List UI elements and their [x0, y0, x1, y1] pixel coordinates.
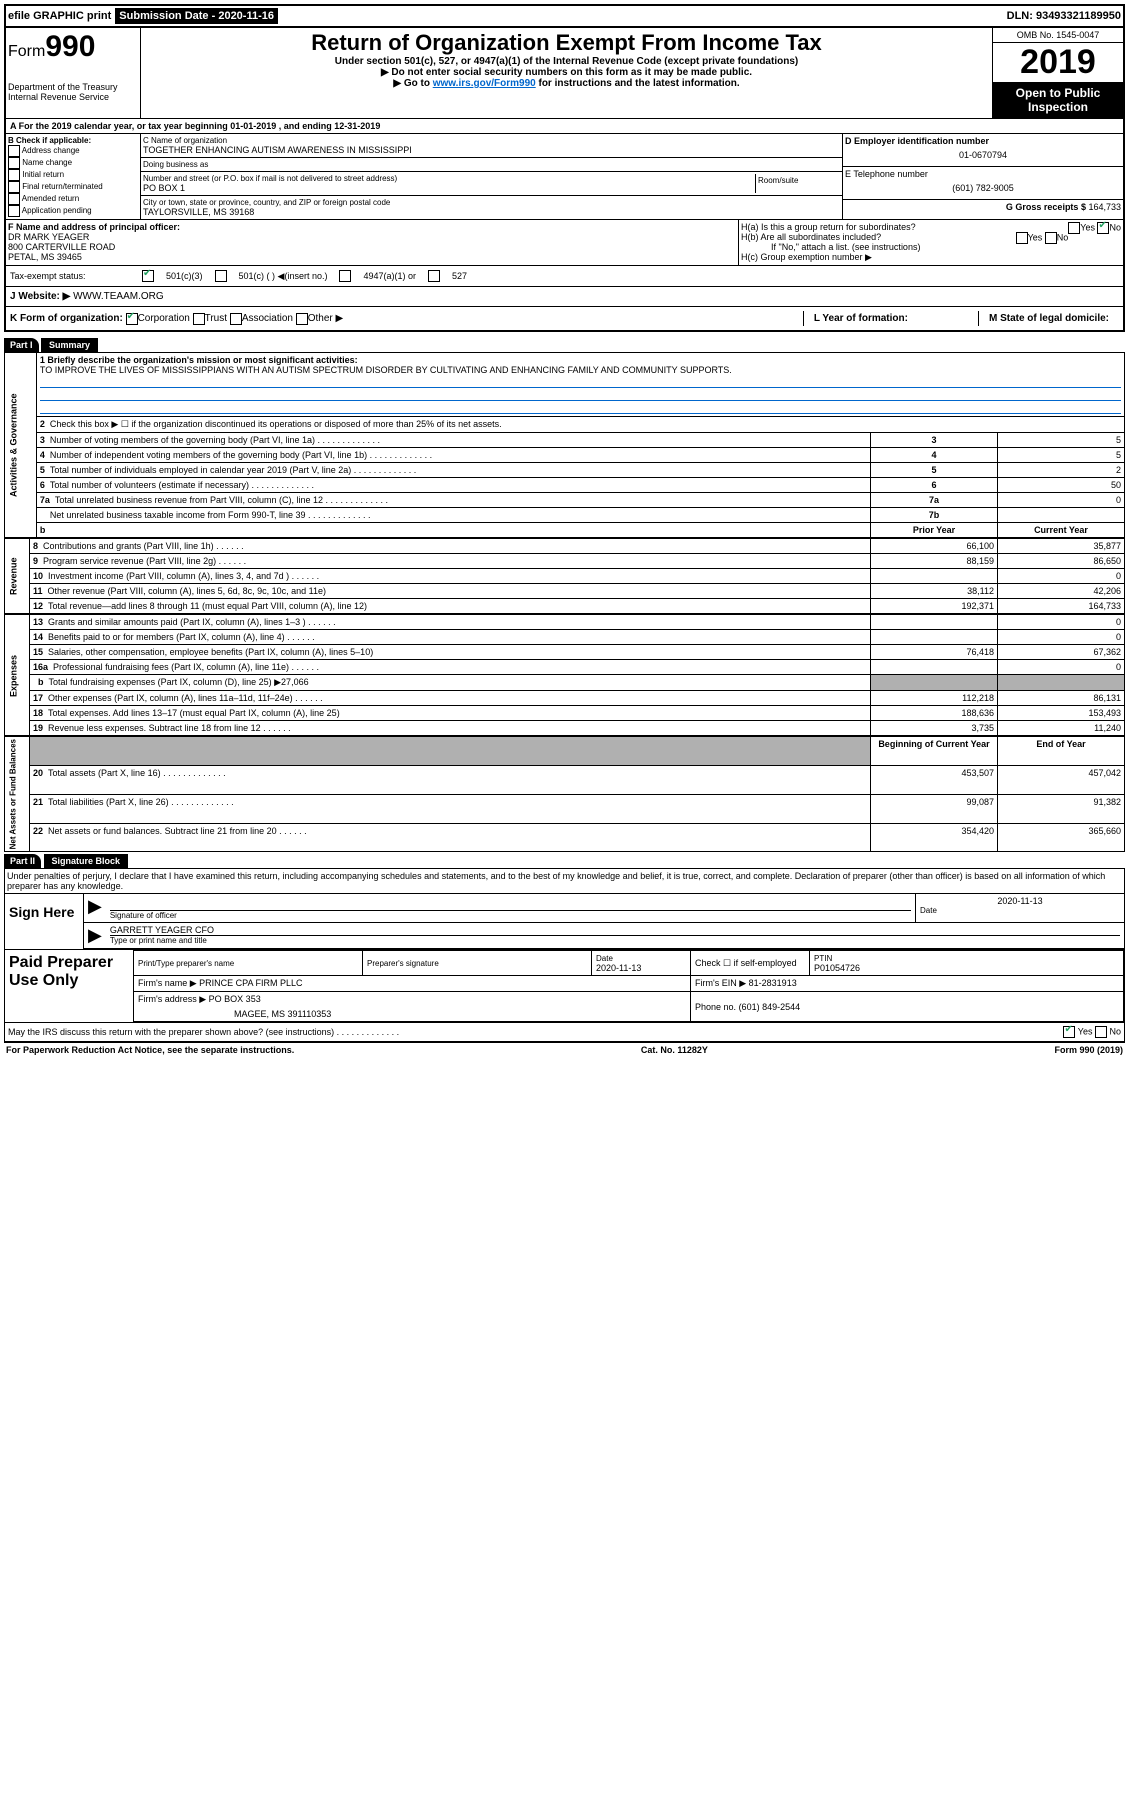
chk-initial[interactable]: Initial return: [8, 169, 138, 181]
f-block: F Name and address of principal officer:…: [6, 220, 738, 265]
part1-hdr: Part I: [4, 338, 39, 352]
form-title: Return of Organization Exempt From Incom…: [143, 30, 990, 56]
officer-name-print: GARRETT YEAGER CFO: [110, 925, 1120, 936]
arrow-icon: ▶: [84, 894, 106, 922]
ha-no[interactable]: [1097, 222, 1109, 234]
chk-trust[interactable]: [193, 313, 205, 325]
line5-val: 2: [998, 463, 1125, 478]
website-row: J Website: ▶ WWW.TEAAM.ORG: [6, 286, 1123, 306]
header-right: OMB No. 1545-0047 2019 Open to Public In…: [992, 28, 1123, 118]
part1-title: Summary: [41, 338, 98, 352]
sign-here-block: Sign Here ▶ Signature of officer 2020-11…: [4, 894, 1125, 950]
hb-no[interactable]: [1045, 232, 1057, 244]
vert-revenue: Revenue: [5, 539, 30, 614]
mission-text: TO IMPROVE THE LIVES OF MISSISSIPPIANS W…: [40, 365, 732, 375]
part2-hdr: Part II: [4, 854, 41, 868]
efile-label: efile GRAPHIC print: [8, 10, 111, 22]
chk-other[interactable]: [296, 313, 308, 325]
org-name: TOGETHER ENHANCING AUTISM AWARENESS IN M…: [143, 145, 840, 155]
form-body: Form990 Department of the Treasury Inter…: [4, 28, 1125, 332]
penalty-declaration: Under penalties of perjury, I declare th…: [4, 868, 1125, 894]
chk-pending[interactable]: Application pending: [8, 205, 138, 217]
paid-prep-label: Paid Preparer Use Only: [5, 950, 133, 1022]
paid-preparer-block: Paid Preparer Use Only Print/Type prepar…: [4, 950, 1125, 1023]
header-left: Form990 Department of the Treasury Inter…: [6, 28, 141, 118]
vert-net: Net Assets or Fund Balances: [5, 737, 30, 852]
vert-activities: Activities & Governance: [5, 353, 37, 538]
phone-label: E Telephone number: [845, 169, 1121, 179]
page-footer: For Paperwork Reduction Act Notice, see …: [4, 1042, 1125, 1057]
street: PO BOX 1: [143, 183, 755, 193]
dept-label: Department of the Treasury Internal Reve…: [8, 82, 138, 102]
sign-date: 2020-11-13: [920, 896, 1120, 906]
chk-amended[interactable]: Amended return: [8, 193, 138, 205]
bcdeg-block: B Check if applicable: Address change Na…: [6, 133, 1123, 219]
phone: (601) 782-9005: [845, 179, 1121, 197]
preparer-table: Print/Type preparer's name Preparer's si…: [133, 950, 1124, 1022]
line4-val: 5: [998, 448, 1125, 463]
ha-yes[interactable]: [1068, 222, 1080, 234]
chk-corp[interactable]: [126, 313, 138, 325]
discuss-no[interactable]: [1095, 1026, 1107, 1038]
room-suite: Room/suite: [755, 174, 840, 193]
firm-phone: (601) 849-2544: [739, 1002, 801, 1012]
sign-here-label: Sign Here: [5, 894, 84, 949]
top-bar: efile GRAPHIC print Submission Date - 20…: [4, 4, 1125, 28]
chk-name[interactable]: Name change: [8, 157, 138, 169]
form-number: Form990: [8, 30, 138, 64]
header-sub3: ▶ Go to www.irs.gov/Form990 for instruct…: [143, 78, 990, 89]
line6-val: 50: [998, 478, 1125, 493]
open-inspection: Open to Public Inspection: [993, 82, 1123, 118]
ptin: P01054726: [814, 963, 860, 973]
part2-title: Signature Block: [44, 854, 129, 868]
firm-name: PRINCE CPA FIRM PLLC: [199, 978, 302, 988]
officer-name: DR MARK YEAGER: [8, 232, 89, 242]
chk-final[interactable]: Final return/terminated: [8, 181, 138, 193]
submission-date-box: Submission Date - 2020-11-16: [115, 8, 278, 24]
header-row: Form990 Department of the Treasury Inter…: [6, 28, 1123, 118]
chk-501c3[interactable]: [142, 270, 154, 282]
chk-address[interactable]: Address change: [8, 145, 138, 157]
line7a-val: 0: [998, 493, 1125, 508]
chk-501c[interactable]: [215, 270, 227, 282]
irs-discuss-row: May the IRS discuss this return with the…: [4, 1023, 1125, 1042]
firm-addr: PO BOX 353: [209, 994, 261, 1004]
chk-4947[interactable]: [339, 270, 351, 282]
ein-label: D Employer identification number: [845, 136, 989, 146]
block-c: C Name of organization TOGETHER ENHANCIN…: [141, 134, 842, 219]
header-sub2: ▶ Do not enter social security numbers o…: [143, 67, 990, 78]
header-center: Return of Organization Exempt From Incom…: [141, 28, 992, 118]
line7b-val: [998, 508, 1125, 523]
chk-527[interactable]: [428, 270, 440, 282]
net-assets-table: Net Assets or Fund Balances Beginning of…: [4, 736, 1125, 852]
expenses-table: Expenses 13 Grants and similar amounts p…: [4, 614, 1125, 736]
firm-ein: 81-2831913: [749, 978, 797, 988]
hb-yes[interactable]: [1016, 232, 1028, 244]
instructions-link[interactable]: www.irs.gov/Form990: [433, 78, 536, 89]
ein: 01-0670794: [845, 146, 1121, 164]
dln: DLN: 93493321189950: [1007, 10, 1121, 22]
r8-curr: 35,877: [998, 539, 1125, 554]
check-b: B Check if applicable: Address change Na…: [6, 134, 141, 219]
omb-number: OMB No. 1545-0047: [993, 28, 1123, 43]
r8-prior: 66,100: [871, 539, 998, 554]
col-right: D Employer identification number 01-0670…: [842, 134, 1123, 219]
chk-assoc[interactable]: [230, 313, 242, 325]
city: TAYLORSVILLE, MS 39168: [143, 207, 840, 217]
header-sub1: Under section 501(c), 527, or 4947(a)(1)…: [143, 56, 990, 67]
arrow-icon: ▶: [84, 923, 106, 948]
summary-table: Activities & Governance 1 Briefly descri…: [4, 352, 1125, 538]
row-a: A For the 2019 calendar year, or tax yea…: [6, 118, 1123, 133]
fh-row: F Name and address of principal officer:…: [6, 219, 1123, 265]
revenue-table: Revenue 8 Contributions and grants (Part…: [4, 538, 1125, 614]
discuss-yes[interactable]: [1063, 1026, 1075, 1038]
h-block: H(a) Is this a group return for subordin…: [738, 220, 1123, 265]
tax-exempt-row: Tax-exempt status: 501(c)(3) 501(c) ( ) …: [6, 265, 1123, 286]
k-row: K Form of organization: Corporation Trus…: [6, 306, 1123, 330]
vert-expenses: Expenses: [5, 615, 30, 736]
website-value: WWW.TEAAM.ORG: [73, 291, 164, 302]
tax-year: 2019: [993, 43, 1123, 82]
line3-val: 5: [998, 433, 1125, 448]
gross-receipts: 164,733: [1088, 202, 1121, 212]
